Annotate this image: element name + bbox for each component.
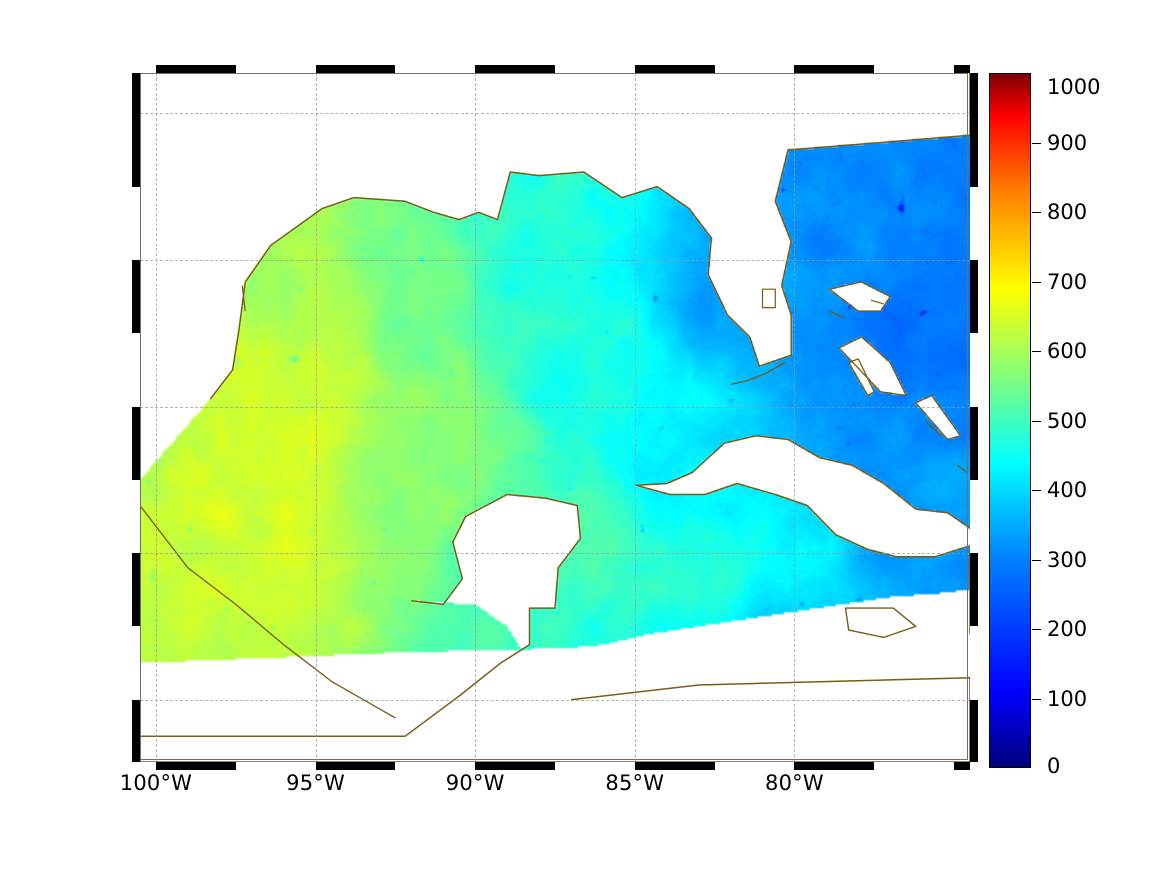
frame-segment-bot-2 — [315, 762, 396, 770]
coastline-andros — [848, 358, 875, 397]
frame-segment-right-7 — [970, 626, 978, 700]
coastline-overlay — [140, 73, 970, 762]
frame-segment-right-2 — [970, 259, 978, 334]
frame-segment-bot-4 — [475, 762, 555, 770]
lon-tick-label-1: 95°W — [286, 771, 345, 795]
colorbar-tick-6 — [1032, 351, 1041, 352]
coastline-grand-bahama — [828, 281, 891, 312]
frame-segment-left-2 — [132, 259, 140, 334]
frame-segment-right-5 — [970, 479, 978, 554]
coastline-cuba — [635, 435, 970, 558]
frame-segment-right-3 — [970, 333, 978, 407]
coastline-great-abaco-eleuthera — [838, 336, 907, 397]
coastline-us-gulf-atlantic — [209, 73, 970, 400]
colorbar-tick-label-0: 0 — [1047, 754, 1061, 778]
frame-segment-bot-10 — [954, 762, 970, 770]
colorbar-tick-label-1: 100 — [1047, 686, 1088, 711]
frame-segment-left-7 — [132, 626, 140, 700]
frame-segment-c-br — [970, 762, 978, 770]
frame-segment-left-1 — [132, 186, 140, 260]
frame-segment-right-6 — [970, 553, 978, 627]
colorbar-tick-9 — [1032, 142, 1041, 144]
coastline-padre-island — [241, 285, 246, 312]
frame-segment-top-10 — [954, 65, 970, 73]
frame-segment-top-3 — [395, 65, 476, 73]
colorbar-tick-label-6: 600 — [1047, 339, 1088, 363]
map-axes[interactable] — [140, 73, 970, 762]
colorbar-tick-label-4: 400 — [1047, 478, 1088, 502]
lon-tick-label-2: 90°W — [445, 771, 505, 795]
frame-segment-bot-5 — [555, 762, 635, 770]
coastline-mexico-pacific-side — [140, 505, 396, 719]
frame-segment-bot-7 — [714, 762, 795, 770]
frame-segment-right-pre — [970, 73, 978, 114]
colorbar-tick-5 — [1032, 420, 1041, 422]
colorbar-tick-8 — [1032, 212, 1041, 213]
coastline-bahama-cay-2 — [956, 464, 968, 473]
lake-okeechobee — [761, 288, 776, 309]
frame-segment-bot-0 — [155, 762, 236, 770]
coastline-cat-island — [915, 394, 962, 441]
coastline-bahama-cay-1 — [924, 420, 942, 437]
frame-segment-bot-3 — [395, 762, 476, 770]
frame-segment-top-6 — [634, 65, 715, 73]
frame-segment-right-4 — [970, 406, 978, 480]
frame-segment-c-bl — [132, 762, 140, 770]
frame-segment-left-5 — [132, 479, 140, 554]
frame-segment-top-9 — [874, 65, 955, 73]
coastline-mexico-yucatan-centralamerica — [140, 493, 970, 762]
colorbar-tick-label-9: 900 — [1047, 130, 1088, 155]
colorbar-tick-label-5: 500 — [1047, 408, 1088, 433]
colorbar-tick-label-7: 700 — [1047, 269, 1088, 294]
frame-segment-right-8 — [970, 699, 978, 762]
colorbar-tick-label-2: 200 — [1047, 617, 1088, 641]
frame-segment-bot-8 — [794, 762, 875, 770]
frame-segment-left-3 — [132, 333, 140, 407]
frame-segment-top-8 — [794, 65, 875, 73]
colorbar-tick-label-3: 300 — [1047, 547, 1088, 572]
frame-segment-right-1 — [970, 186, 978, 260]
frame-segment-left-4 — [132, 406, 140, 480]
frame-segment-c-tr — [970, 65, 978, 73]
colorbar-tick-label-10: 1000 — [1047, 75, 1101, 99]
lon-tick-label-0: 100°W — [119, 771, 193, 795]
coastline-florida-keys — [730, 361, 786, 386]
lon-tick-label-4: 80°W — [765, 771, 824, 795]
coastline-bahama-cay-3 — [829, 310, 846, 320]
frame-segment-top-7 — [714, 65, 795, 73]
colorbar-tick-7 — [1032, 281, 1041, 283]
frame-segment-bot-1 — [235, 762, 316, 770]
coastline-jamaica — [844, 607, 917, 639]
frame-segment-top-4 — [475, 65, 555, 73]
lon-tick-label-3: 85°W — [605, 771, 665, 795]
colorbar-tick-1 — [1032, 698, 1041, 700]
coastline-paths — [140, 73, 970, 762]
frame-segment-top-5 — [555, 65, 635, 73]
frame-segment-left-8 — [132, 699, 140, 762]
coastline-bahama-cay-0 — [870, 299, 884, 305]
frame-segment-bot-pre — [140, 762, 156, 770]
colorbar[interactable]: 0 100 200 300 400 500 600 700 800 900 1000 — [989, 73, 1100, 778]
frame-segment-bot-9 — [874, 762, 955, 770]
frame-segment-top-1 — [235, 65, 316, 73]
frame-segment-left-0 — [132, 113, 140, 187]
frame-segment-c-tl — [132, 65, 140, 73]
frame-segment-bot-6 — [634, 762, 715, 770]
frame-segment-top-0 — [155, 65, 236, 73]
colorbar-tick-label-8: 800 — [1047, 200, 1088, 224]
colorbar-tick-3 — [1032, 559, 1041, 561]
frame-segment-right-0 — [970, 113, 978, 187]
frame-segment-left-pre — [132, 73, 140, 114]
data-field-heatmap — [140, 73, 970, 762]
colorbar-tick-2 — [1032, 629, 1041, 630]
colorbar-tick-4 — [1032, 490, 1041, 491]
frame-segment-left-6 — [132, 553, 140, 627]
colorbar-gradient — [989, 73, 1031, 768]
frame-segment-top-pre — [140, 65, 156, 73]
frame-segment-top-2 — [315, 65, 396, 73]
